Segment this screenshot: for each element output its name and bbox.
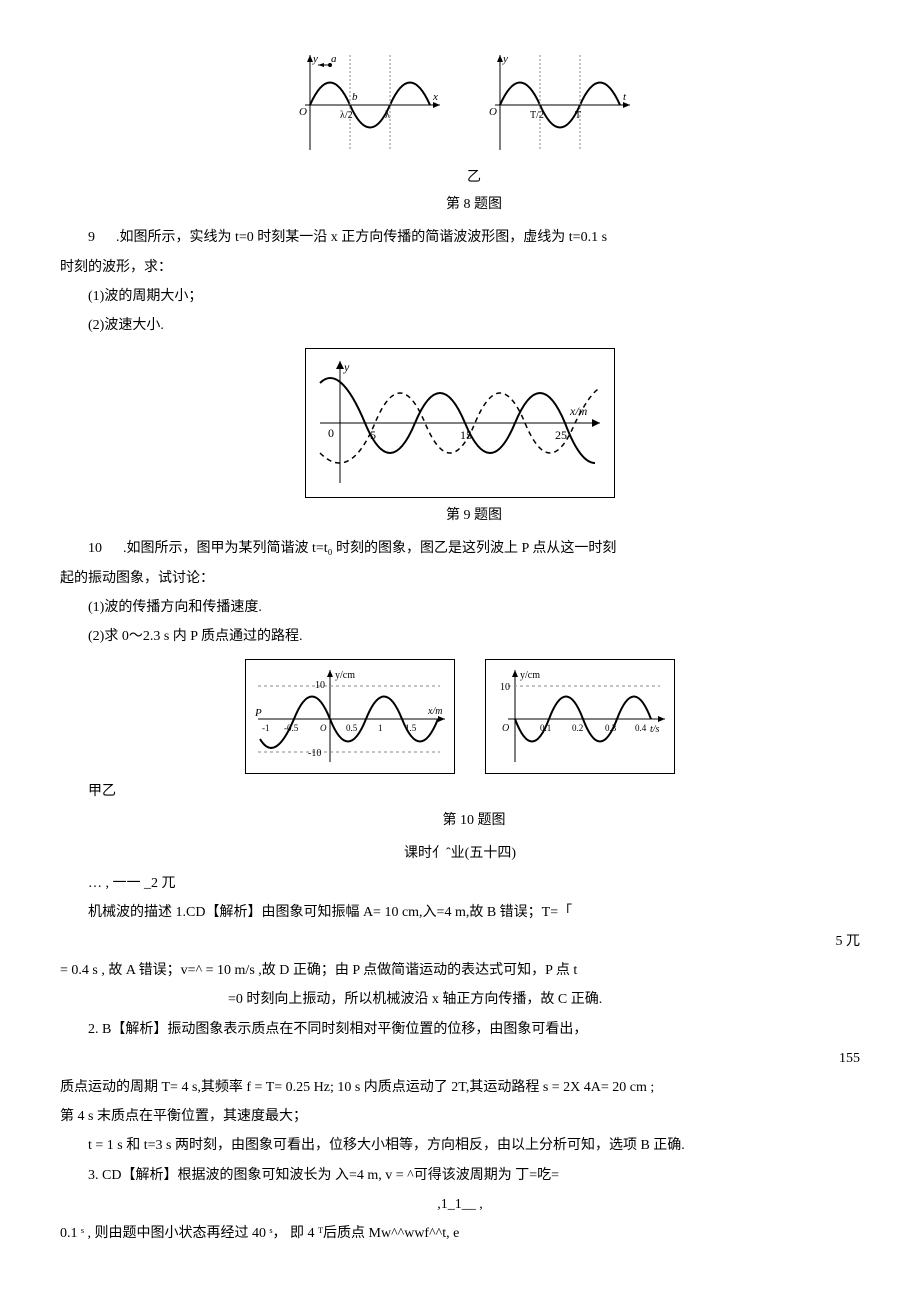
fig9-ylabel: y bbox=[343, 360, 350, 374]
q9-part1: (1)波的周期大小； bbox=[60, 284, 860, 309]
fig8-left-tickmid: λ/2 bbox=[340, 110, 353, 121]
fig8-caption: 第 8 题图 bbox=[60, 192, 860, 217]
ans-line1: 机械波的描述 1.CD【解析】由图象可知振幅 A= 10 cm,入=4 m,故 … bbox=[60, 900, 860, 925]
fig10a-t2: O bbox=[320, 723, 327, 733]
fig8-right-xlabel: t bbox=[623, 91, 627, 103]
fig10b-ymax: 10 bbox=[500, 682, 510, 693]
fig10-caption: 第 10 题图 bbox=[60, 808, 860, 833]
fig8-left-tickend: λ bbox=[385, 110, 390, 121]
ans-line4: 2. B【解析】振动图象表示质点在不同时刻相对平衡位置的位移，由图象可看出， bbox=[60, 1017, 860, 1042]
q9-stem-line2: 时刻的波形，求： bbox=[60, 255, 860, 280]
ans-line2: = 0.4 s , 故 A 错误；v=^ = 10 m/s ,故 D 正确；由 … bbox=[60, 958, 860, 983]
fig10b-origin: O bbox=[502, 723, 509, 734]
fig8-right-tickmid: T/2 bbox=[530, 110, 544, 121]
fig10a-ymax: 10 bbox=[315, 680, 325, 691]
fig10b-t3: 0.4 bbox=[635, 723, 647, 733]
fig8-right-svg: y t O T/2 T bbox=[475, 50, 635, 160]
ans-line8: ,1_1__ , bbox=[60, 1192, 860, 1217]
q9-num: 9 bbox=[88, 230, 95, 245]
fig10b-t2: 0.3 bbox=[605, 723, 617, 733]
fig9-origin: 0 bbox=[328, 426, 334, 440]
q10-stem-line2: 起的振动图象，试讨论： bbox=[60, 566, 860, 591]
fig10a-t1: -0.5 bbox=[284, 723, 299, 733]
fig8-left-xlabel: x bbox=[432, 91, 438, 103]
fig10-sublabel: 甲乙 bbox=[60, 779, 860, 804]
q10-stem: .如图所示，图甲为某列简谐波 t=t₀ 时刻的图象，图乙是这列波上 P 点从这一… bbox=[123, 541, 616, 556]
q10-stem-line1: 10 .如图所示，图甲为某列简谐波 t=t₀ 时刻的图象，图乙是这列波上 P 点… bbox=[60, 536, 860, 561]
ans-line0: … , 一一 _2 兀 bbox=[60, 871, 860, 896]
q9-stem-line1: 9 .如图所示，实线为 t=0 时刻某一沿 x 正方向传播的简谐波波形图，虚线为… bbox=[60, 225, 860, 250]
fig10a-svg: y/cm x/m 10 -10 P -1 -0.5 O 0.5 1 1.5 bbox=[250, 664, 450, 769]
q10-part1: (1)波的传播方向和传播速度. bbox=[60, 595, 860, 620]
fig10b-svg: y/cm t/s 10 O 0.1 0.2 0.3 0.4 bbox=[490, 664, 670, 769]
fig8-left-svg: y x O a b λ/2 λ bbox=[285, 50, 445, 160]
fig9-wrap: y x/m 0 5 15 25 bbox=[60, 348, 860, 498]
fig8-sublabel: 乙 bbox=[60, 165, 860, 190]
fig9-tick25: 25 bbox=[555, 428, 567, 442]
fig8-left-ylabel: y bbox=[312, 53, 318, 65]
fig9-tick15: 15 bbox=[460, 428, 472, 442]
fig9-xlabel: x/m bbox=[569, 404, 588, 418]
fig10-row: y/cm x/m 10 -10 P -1 -0.5 O 0.5 1 1.5 y/… bbox=[60, 659, 860, 774]
ans-line3: =0 时刻向上振动，所以机械波沿 x 轴正方向传播，故 C 正确. bbox=[60, 987, 860, 1012]
fig10a-t5: 1.5 bbox=[405, 723, 417, 733]
fig10b-t1: 0.2 bbox=[572, 723, 583, 733]
fig10a-t3: 0.5 bbox=[346, 723, 358, 733]
fig8-left-origin: O bbox=[299, 106, 307, 118]
ans-line6: t = 1 s 和 t=3 s 两时刻，由图象可看出，位移大小相等，方向相反，由… bbox=[60, 1133, 860, 1158]
fig9-caption: 第 9 题图 bbox=[60, 503, 860, 528]
fig8-right-ylabel: y bbox=[502, 53, 508, 65]
answers-header: 课时亻ˆ业(五十四) bbox=[60, 841, 860, 866]
q9-stem: .如图所示，实线为 t=0 时刻某一沿 x 正方向传播的简谐波波形图，虚线为 t… bbox=[116, 230, 607, 245]
fig8-right-tickend: T bbox=[575, 110, 581, 121]
q10-part2: (2)求 0～2.3 s 内 P 质点通过的路程. bbox=[60, 624, 860, 649]
fig10a-t0: -1 bbox=[262, 723, 270, 733]
fig9-svg: y x/m 0 5 15 25 bbox=[310, 353, 610, 493]
fig8-left-a: a bbox=[331, 53, 337, 65]
q10-num: 10 bbox=[88, 541, 102, 556]
fig8-left-b: b bbox=[352, 91, 358, 103]
fig8-right-origin: O bbox=[489, 106, 497, 118]
fig10a-xlabel: x/m bbox=[427, 706, 442, 717]
fig10b-t0: 0.1 bbox=[540, 723, 551, 733]
fig10a-t4: 1 bbox=[378, 723, 383, 733]
ans-line5b: 第 4 s 末质点在平衡位置，其速度最大； bbox=[60, 1104, 860, 1129]
figure-8-row: y x O a b λ/2 λ y t O T/2 T bbox=[60, 50, 860, 160]
ans-line9: 0.1 ˢ , 则由题中图小状态再经过 40 ˢ， 即 4 ᵀ后质点 Mw^^w… bbox=[60, 1221, 860, 1246]
ans-line7: 3. CD【解析】根据波的图象可知波长为 入=4 m, v = ^可得该波周期为… bbox=[60, 1163, 860, 1188]
fig10a-P: P bbox=[254, 707, 262, 719]
fig10b-ylabel: y/cm bbox=[520, 670, 540, 681]
ans-line5: 质点运动的周期 T= 4 s,其频率 f = T= 0.25 Hz; 10 s … bbox=[60, 1075, 860, 1100]
fig10b-xlabel: t/s bbox=[650, 724, 660, 735]
ans-right1: 5 兀 bbox=[60, 929, 860, 954]
q9-part2: (2)波速大小. bbox=[60, 313, 860, 338]
ans-right2: 155 bbox=[60, 1046, 860, 1071]
fig9-tick5: 5 bbox=[370, 428, 376, 442]
fig10a-ylabel: y/cm bbox=[335, 670, 355, 681]
fig10a-ymin: -10 bbox=[308, 748, 321, 759]
